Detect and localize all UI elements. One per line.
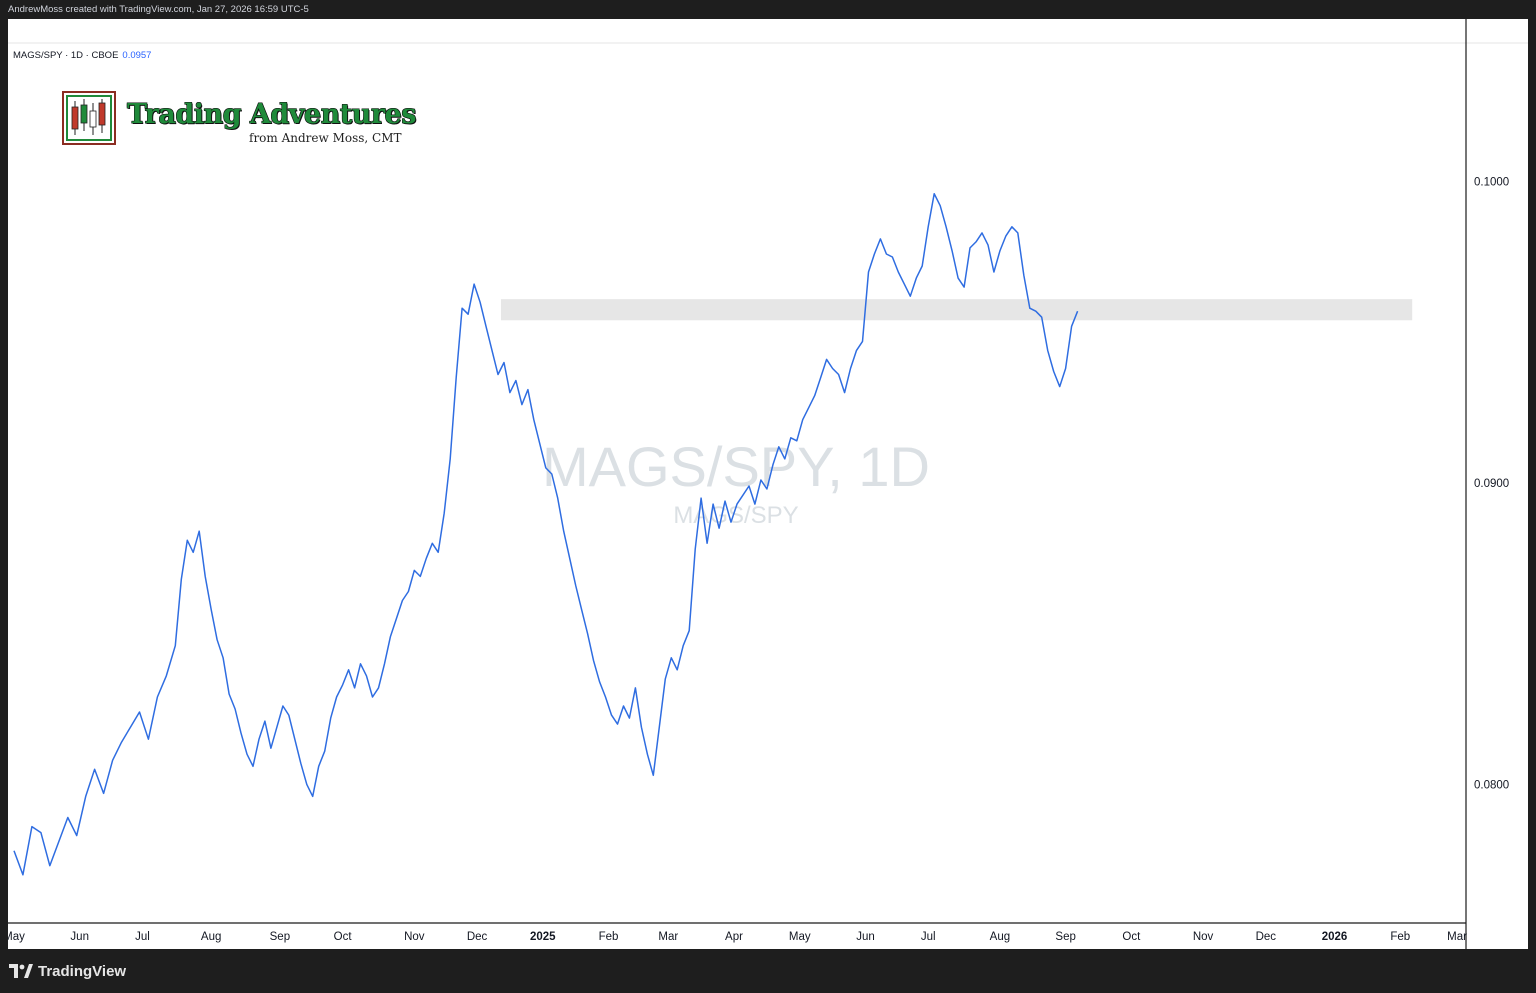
- x-tick-label: Nov: [1193, 931, 1214, 943]
- credit-text: AndrewMoss created with TradingView.com,…: [8, 4, 309, 15]
- brand-subtitle: from Andrew Moss, CMT: [249, 131, 402, 145]
- candlestick-logo-icon: [62, 91, 116, 145]
- tradingview-logo-text: TradingView: [38, 962, 127, 980]
- x-tick-label: Dec: [467, 931, 488, 943]
- series-line-mags-spy[interactable]: [13, 192, 1079, 876]
- x-tick-label: Oct: [334, 931, 353, 943]
- legend-last-value: 0.0957: [122, 50, 152, 61]
- tradingview-mark-icon: [9, 964, 33, 978]
- chart-panel[interactable]: MAGS/SPY, 1D MAGS/SPY MayJunJulAugSepOct…: [8, 19, 1528, 949]
- x-tick-label: Jul: [135, 931, 150, 943]
- x-tick-label: Jun: [70, 931, 89, 943]
- x-tick-label: Nov: [404, 931, 425, 943]
- x-tick-label: Mar: [658, 931, 678, 943]
- x-tick-label: Feb: [599, 931, 619, 943]
- brand-logo: Trading Adventures from Andrew Moss, CMT: [62, 91, 422, 147]
- x-tick-label: Jul: [921, 931, 936, 943]
- y-tick-label: 0.0900: [1474, 478, 1509, 490]
- price-axis[interactable]: 0.1000 0.0900 0.0800: [1474, 177, 1509, 792]
- credit-bar: AndrewMoss created with TradingView.com,…: [0, 0, 1536, 19]
- x-tick-label: May: [789, 931, 811, 943]
- watermark-symbol: MAGS/SPY, 1D: [542, 435, 930, 498]
- brand-title: Trading Adventures: [127, 99, 416, 130]
- y-tick-label: 0.0800: [1474, 779, 1509, 791]
- x-tick-label: Oct: [1122, 931, 1141, 943]
- x-tick-label: 2025: [530, 931, 556, 943]
- x-tick-label: Aug: [201, 931, 221, 943]
- x-tick-label: Sep: [270, 931, 290, 943]
- x-tick-label: May: [8, 931, 25, 943]
- x-tick-label: Apr: [725, 931, 743, 943]
- resistance-zone[interactable]: [500, 299, 1413, 321]
- x-tick-label: 2026: [1322, 931, 1348, 943]
- footer-bar: [0, 949, 1536, 993]
- tradingview-logo[interactable]: TradingView: [9, 961, 126, 981]
- x-tick-label: Feb: [1390, 931, 1410, 943]
- y-tick-label: 0.1000: [1474, 177, 1509, 189]
- x-tick-label: Sep: [1055, 931, 1075, 943]
- x-tick-label: Jun: [856, 931, 875, 943]
- legend-symbol: MAGS/SPY · 1D · CBOE: [13, 50, 119, 61]
- price-chart[interactable]: MAGS/SPY, 1D MAGS/SPY MayJunJulAugSepOct…: [8, 19, 1528, 949]
- time-axis[interactable]: May Jun Jul Aug Sep Oct Nov Dec 2025 Feb Mar Apr May…: [8, 931, 1467, 943]
- x-tick-label: Dec: [1256, 931, 1277, 943]
- x-tick-label: Mar: [1447, 931, 1467, 943]
- symbol-legend[interactable]: MAGS/SPY · 1D · CBOE 0.0957: [13, 50, 151, 61]
- x-tick-label: Aug: [990, 931, 1010, 943]
